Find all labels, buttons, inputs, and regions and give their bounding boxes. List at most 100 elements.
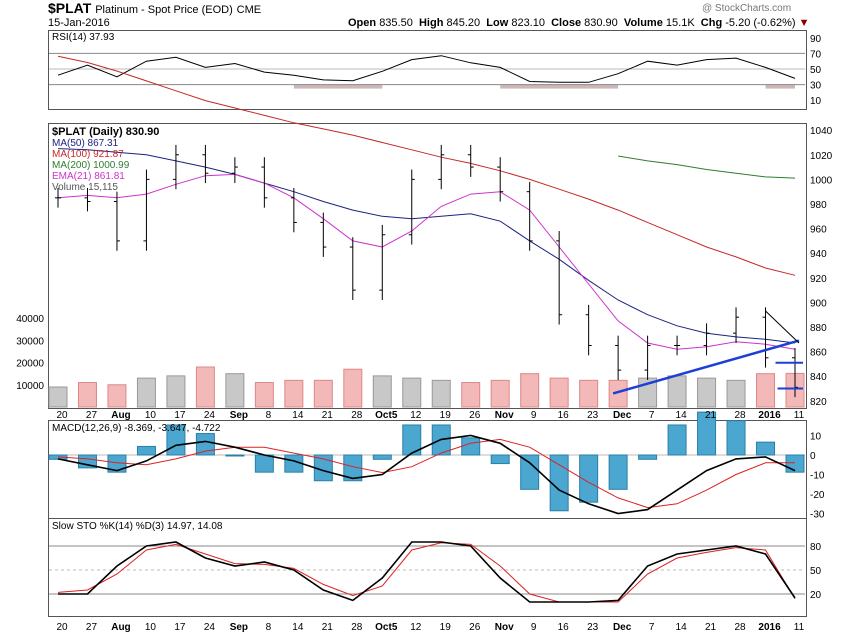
macd-histogram-bar [402, 424, 422, 456]
macd-histogram-bar [756, 441, 776, 456]
volume-bar [520, 373, 540, 408]
x-axis-label: Aug [111, 622, 130, 633]
volume-bar [254, 382, 274, 408]
macd-tick-label: -10 [810, 471, 825, 482]
price-tick-label: 1000 [810, 175, 833, 186]
volume-bar [667, 375, 687, 408]
rsi-tick-label: 10 [810, 96, 822, 107]
volume-bar [195, 366, 215, 408]
x-axis-label: 16 [558, 622, 570, 633]
volume-bar [726, 379, 746, 408]
x-axis-label: Sep [230, 622, 248, 633]
volume-bar [48, 386, 68, 408]
symbol: $PLAT [48, 0, 92, 16]
x-axis-label: 11 [794, 410, 805, 421]
x-axis-label: 17 [174, 622, 186, 633]
x-axis-label: 26 [469, 622, 481, 633]
x-axis-label: Aug [111, 410, 130, 421]
x-axis-label: 28 [351, 410, 363, 421]
x-axis-label: 24 [204, 622, 216, 633]
volume-bar [549, 377, 569, 408]
x-axis-label: 10 [145, 622, 157, 633]
volume-tick-label: 30000 [16, 336, 44, 347]
price-tick-label: 980 [810, 200, 827, 211]
macd-tick-label: -30 [810, 510, 825, 521]
symbol-line: $PLAT Platinum - Spot Price (EOD) CME [48, 1, 261, 18]
x-axis-label: 23 [587, 622, 599, 633]
volume-bar [697, 377, 717, 408]
copyright: @ StockCharts.com [702, 3, 792, 14]
legend-entry: MA(50) 867.31 [52, 138, 119, 149]
x-axis-label: Nov [495, 622, 514, 633]
legend-entry: Volume 15,115 [52, 182, 118, 193]
volume-value: 15.1K [665, 17, 695, 29]
volume-bar [431, 379, 451, 408]
legend-entry: MA(200) 1000.99 [52, 160, 130, 171]
close-value: 830.90 [584, 17, 618, 29]
rsi-tick-label: 90 [810, 34, 822, 45]
x-axis-label: 10 [145, 410, 157, 421]
x-axis-label: 7 [649, 622, 655, 633]
price-tick-label: 840 [810, 372, 827, 383]
x-axis-label: Oct5 [375, 410, 398, 421]
open-value: 835.50 [379, 17, 413, 29]
macd-histogram-bar [638, 454, 658, 460]
chart-date: 15-Jan-2016 [48, 17, 110, 29]
x-axis-label: 21 [322, 622, 334, 633]
sto-panel [48, 518, 807, 617]
x-axis-label: 8 [266, 622, 272, 633]
volume-bar [77, 382, 97, 408]
ohlc-summary: Open 835.50 High 845.20 Low 823.10 Close… [348, 17, 810, 29]
macd-histogram-bar [667, 424, 687, 456]
x-axis-label: 21 [705, 410, 717, 421]
rsi-oversold-fill [588, 84, 619, 89]
rsi-label: RSI(14) 37.93 [52, 32, 115, 43]
high-value: 845.20 [446, 17, 481, 29]
exchange: CME [236, 4, 262, 16]
x-axis-label: 27 [86, 410, 98, 421]
price-tick-label: 820 [810, 397, 827, 408]
volume-bar [136, 377, 156, 408]
x-axis-label: 9 [531, 410, 537, 421]
x-axis-label: 14 [676, 410, 688, 421]
volume-bar [284, 379, 304, 408]
rsi-oversold-fill [500, 84, 530, 89]
macd-histogram-bar [697, 411, 717, 456]
macd-histogram-bar [254, 454, 274, 473]
rsi-line [57, 55, 796, 83]
x-axis-label: 2016 [758, 410, 781, 421]
sto-label: Slow STO %K(14) %D(3) 14.97, 14.08 [52, 521, 223, 532]
sto-k-line [58, 541, 796, 603]
x-axis-label: 2016 [758, 622, 781, 633]
x-axis-label: 27 [86, 622, 98, 633]
x-axis-label: Sep [230, 410, 248, 421]
x-axis-label: 9 [531, 622, 537, 633]
macd-tick-label: 10 [810, 432, 822, 443]
volume-bar [756, 373, 776, 408]
volume-bar [579, 379, 599, 408]
volume-bar [107, 384, 127, 408]
ma100-line [57, 55, 796, 276]
volume-bar [343, 368, 363, 408]
macd-histogram-bar [490, 454, 510, 465]
x-axis-label: 20 [56, 622, 68, 633]
volume-bar [490, 379, 510, 408]
legend-entry: MA(100) 921.87 [52, 149, 124, 160]
volume-tick-label: 10000 [16, 381, 44, 392]
x-axis-label: 20 [56, 410, 68, 421]
x-axis-label: 28 [351, 622, 363, 633]
volume-bar [225, 373, 245, 408]
macd-histogram-bar [785, 454, 805, 473]
rsi-tick-label: 50 [810, 65, 822, 76]
x-axis-label: 28 [734, 622, 746, 633]
volume-bar [166, 375, 186, 408]
rsi-tick-label: 70 [810, 49, 822, 60]
x-axis-label: 7 [649, 410, 655, 421]
macd-histogram-bar [579, 454, 599, 503]
macd-label: MACD(12,26,9) -8.369, -3.647, -4.722 [52, 423, 221, 434]
x-axis-label: 19 [440, 622, 452, 633]
x-axis-label: Nov [495, 410, 514, 421]
volume-bar [313, 379, 333, 408]
